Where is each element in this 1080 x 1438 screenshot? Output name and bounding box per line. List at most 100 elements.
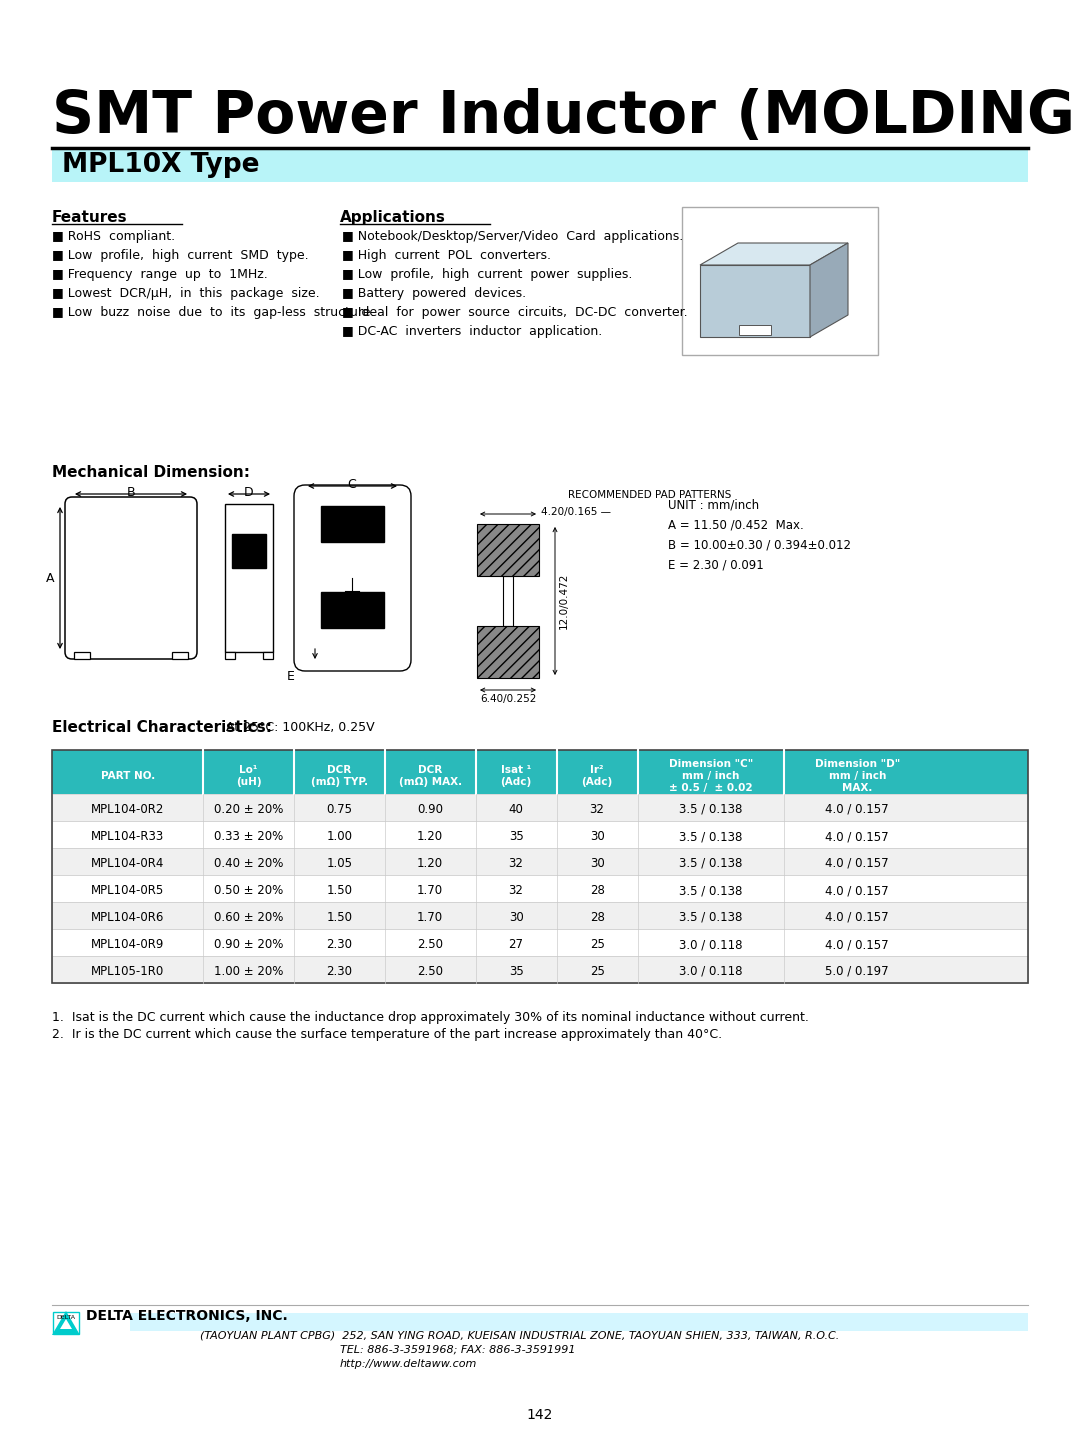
Polygon shape xyxy=(700,265,810,336)
Text: MPL104-0R5: MPL104-0R5 xyxy=(91,884,164,897)
Text: MAX.: MAX. xyxy=(842,784,873,792)
Text: D: D xyxy=(244,486,254,499)
Text: ■ Lowest  DCR/μH,  in  this  package  size.: ■ Lowest DCR/μH, in this package size. xyxy=(52,288,320,301)
Bar xyxy=(52,751,1028,794)
Text: 3.5 / 0.138: 3.5 / 0.138 xyxy=(679,830,742,843)
Polygon shape xyxy=(477,523,539,577)
Text: RECOMMENDED PAD PATTERNS: RECOMMENDED PAD PATTERNS xyxy=(568,490,731,500)
Text: 4.0 / 0.157: 4.0 / 0.157 xyxy=(825,802,889,815)
Bar xyxy=(225,503,273,651)
Bar xyxy=(52,956,1028,984)
Text: 4.0 / 0.157: 4.0 / 0.157 xyxy=(825,938,889,951)
Text: 0.90 ± 20%: 0.90 ± 20% xyxy=(214,938,283,951)
Text: E: E xyxy=(287,670,295,683)
Text: 1.05: 1.05 xyxy=(326,857,352,870)
Bar xyxy=(52,821,1028,848)
Text: 12.0/0.472: 12.0/0.472 xyxy=(559,572,569,630)
Bar xyxy=(130,1313,1028,1332)
Polygon shape xyxy=(810,243,848,336)
Text: (Adc): (Adc) xyxy=(581,777,612,787)
Text: DELTA: DELTA xyxy=(56,1314,76,1320)
Text: SMT Power Inductor (MOLDING TYPE): SMT Power Inductor (MOLDING TYPE) xyxy=(52,88,1080,145)
Text: MPL104-0R2: MPL104-0R2 xyxy=(91,802,164,815)
Text: 2.30: 2.30 xyxy=(326,965,352,978)
Text: 0.20 ± 20%: 0.20 ± 20% xyxy=(214,802,283,815)
Text: 35: 35 xyxy=(509,965,524,978)
Polygon shape xyxy=(52,1311,80,1334)
Text: 3.5 / 0.138: 3.5 / 0.138 xyxy=(679,857,742,870)
Bar xyxy=(232,533,266,568)
Text: DCR: DCR xyxy=(418,765,443,775)
Bar xyxy=(52,150,1028,183)
Text: (uH): (uH) xyxy=(235,777,261,787)
Text: 30: 30 xyxy=(509,912,524,925)
Text: 3.5 / 0.138: 3.5 / 0.138 xyxy=(679,912,742,925)
Bar xyxy=(264,651,273,659)
Text: 2.50: 2.50 xyxy=(417,938,443,951)
Text: At 25°C: 100KHz, 0.25V: At 25°C: 100KHz, 0.25V xyxy=(222,720,375,733)
Text: ■ Frequency  range  up  to  1MHz.: ■ Frequency range up to 1MHz. xyxy=(52,267,268,280)
Text: ■ DC-AC  inverters  inductor  application.: ■ DC-AC inverters inductor application. xyxy=(342,325,603,338)
Text: 32: 32 xyxy=(509,884,524,897)
Bar xyxy=(172,651,188,659)
Text: ± 0.5 /  ± 0.02: ± 0.5 / ± 0.02 xyxy=(669,784,753,792)
Text: 1.70: 1.70 xyxy=(417,912,443,925)
Text: Isat ¹: Isat ¹ xyxy=(501,765,531,775)
Text: 32: 32 xyxy=(509,857,524,870)
Text: 2.30: 2.30 xyxy=(326,938,352,951)
Text: mm / inch: mm / inch xyxy=(828,771,886,781)
Text: 1.20: 1.20 xyxy=(417,830,443,843)
Text: mm / inch: mm / inch xyxy=(683,771,740,781)
Text: 3.5 / 0.138: 3.5 / 0.138 xyxy=(679,884,742,897)
Text: 0.60 ± 20%: 0.60 ± 20% xyxy=(214,912,283,925)
Text: 142: 142 xyxy=(527,1408,553,1422)
Bar xyxy=(739,325,771,335)
Text: 1.70: 1.70 xyxy=(417,884,443,897)
Text: MPL104-R33: MPL104-R33 xyxy=(91,830,164,843)
Text: Electrical Characteristics:: Electrical Characteristics: xyxy=(52,720,272,735)
Bar xyxy=(75,651,90,659)
Bar xyxy=(52,929,1028,956)
Text: (mΩ) TYP.: (mΩ) TYP. xyxy=(311,777,368,787)
Text: 30: 30 xyxy=(590,857,605,870)
Text: 4.0 / 0.157: 4.0 / 0.157 xyxy=(825,884,889,897)
Text: 25: 25 xyxy=(590,938,605,951)
Text: 40: 40 xyxy=(509,802,524,815)
Polygon shape xyxy=(477,626,539,677)
Text: 28: 28 xyxy=(590,884,605,897)
Text: 0.50 ± 20%: 0.50 ± 20% xyxy=(214,884,283,897)
Text: UNIT : mm/inch
A = 11.50 /0.452  Max.
B = 10.00±0.30 / 0.394±0.012
E = 2.30 / 0.: UNIT : mm/inch A = 11.50 /0.452 Max. B =… xyxy=(669,498,851,571)
Bar xyxy=(53,1311,79,1334)
Text: MPL10X Type: MPL10X Type xyxy=(62,152,259,178)
Text: 1.00 ± 20%: 1.00 ± 20% xyxy=(214,965,283,978)
Text: 0.90: 0.90 xyxy=(417,802,443,815)
Bar xyxy=(681,207,878,355)
Text: C: C xyxy=(348,477,356,490)
Text: 4.20/0.165 —: 4.20/0.165 — xyxy=(541,508,611,518)
Text: 3.0 / 0.118: 3.0 / 0.118 xyxy=(679,965,743,978)
Text: Dimension "C": Dimension "C" xyxy=(669,759,753,769)
Text: 0.40 ± 20%: 0.40 ± 20% xyxy=(214,857,283,870)
Text: MPL104-0R4: MPL104-0R4 xyxy=(91,857,164,870)
Bar xyxy=(225,651,235,659)
Text: 30: 30 xyxy=(590,830,605,843)
Text: A: A xyxy=(45,571,54,584)
Text: ■ Ideal  for  power  source  circuits,  DC-DC  converter.: ■ Ideal for power source circuits, DC-DC… xyxy=(342,306,688,319)
Text: PART NO.: PART NO. xyxy=(100,771,154,781)
Text: (mΩ) MAX.: (mΩ) MAX. xyxy=(399,777,462,787)
Text: MPL104-0R9: MPL104-0R9 xyxy=(91,938,164,951)
Text: 28: 28 xyxy=(590,912,605,925)
Text: 1.00: 1.00 xyxy=(326,830,352,843)
Text: TEL: 886-3-3591968; FAX: 886-3-3591991: TEL: 886-3-3591968; FAX: 886-3-3591991 xyxy=(340,1345,576,1355)
Text: ■ Low  profile,  high  current  power  supplies.: ■ Low profile, high current power suppli… xyxy=(342,267,633,280)
Text: (TAOYUAN PLANT CPBG)  252, SAN YING ROAD, KUEISAN INDUSTRIAL ZONE, TAOYUAN SHIEN: (TAOYUAN PLANT CPBG) 252, SAN YING ROAD,… xyxy=(200,1332,839,1342)
Bar xyxy=(52,751,1028,984)
Text: 3.5 / 0.138: 3.5 / 0.138 xyxy=(679,802,742,815)
Text: ■ Low  profile,  high  current  SMD  type.: ■ Low profile, high current SMD type. xyxy=(52,249,309,262)
Text: 4.0 / 0.157: 4.0 / 0.157 xyxy=(825,857,889,870)
FancyBboxPatch shape xyxy=(65,498,197,659)
Text: Features: Features xyxy=(52,210,127,224)
Text: 0.33 ± 20%: 0.33 ± 20% xyxy=(214,830,283,843)
Text: 1.50: 1.50 xyxy=(326,884,352,897)
Text: ■ Battery  powered  devices.: ■ Battery powered devices. xyxy=(342,288,526,301)
